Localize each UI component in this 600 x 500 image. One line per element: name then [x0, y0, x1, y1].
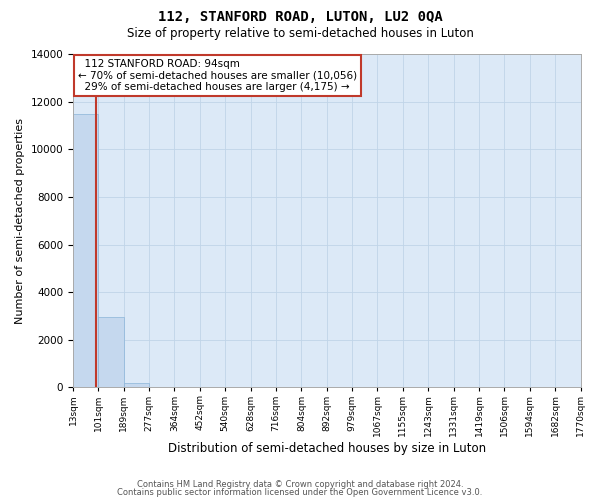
Text: 112, STANFORD ROAD, LUTON, LU2 0QA: 112, STANFORD ROAD, LUTON, LU2 0QA [158, 10, 442, 24]
Bar [124, 382, 149, 388]
Bar [98, 317, 124, 388]
Bar [73, 114, 98, 388]
Text: Contains public sector information licensed under the Open Government Licence v3: Contains public sector information licen… [118, 488, 482, 497]
X-axis label: Distribution of semi-detached houses by size in Luton: Distribution of semi-detached houses by … [168, 442, 486, 455]
Text: Contains HM Land Registry data © Crown copyright and database right 2024.: Contains HM Land Registry data © Crown c… [137, 480, 463, 489]
Bar [149, 386, 175, 388]
Text: 112 STANFORD ROAD: 94sqm
← 70% of semi-detached houses are smaller (10,056)
  29: 112 STANFORD ROAD: 94sqm ← 70% of semi-d… [78, 59, 357, 92]
Text: Size of property relative to semi-detached houses in Luton: Size of property relative to semi-detach… [127, 28, 473, 40]
Y-axis label: Number of semi-detached properties: Number of semi-detached properties [15, 118, 25, 324]
